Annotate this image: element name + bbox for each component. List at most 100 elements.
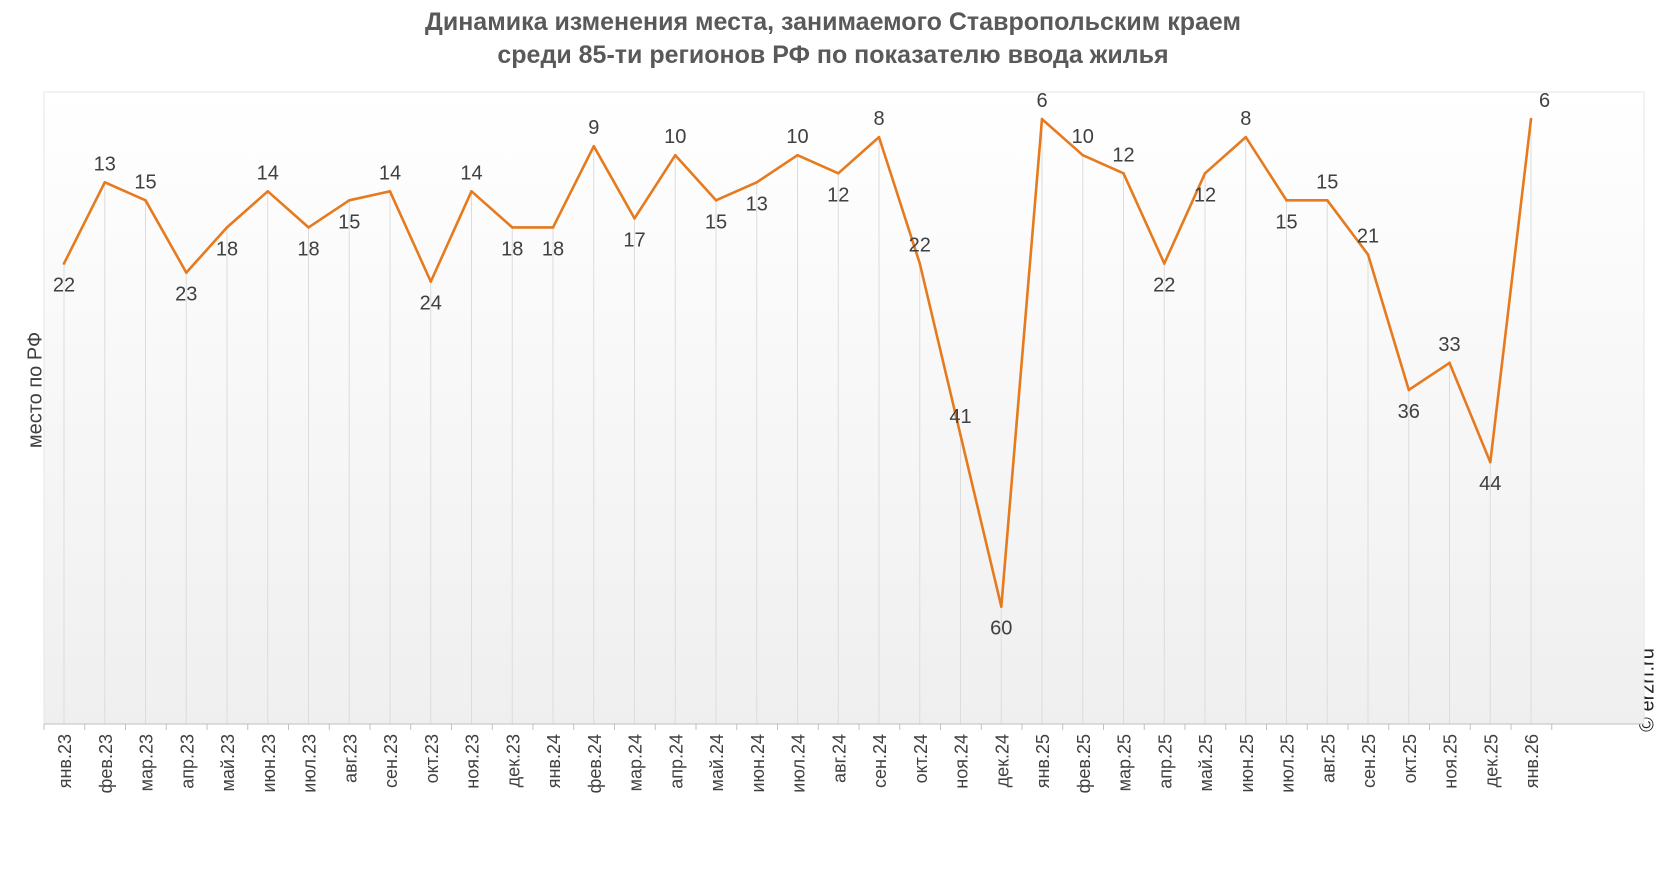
data-point — [1325, 199, 1329, 202]
x-tick-label: ноя.24 — [952, 734, 972, 789]
plot-area — [43, 91, 1645, 725]
data-label: 14 — [257, 162, 279, 184]
data-label: 6 — [1036, 90, 1047, 112]
data-label: 17 — [623, 229, 645, 251]
data-label: 44 — [1479, 473, 1501, 495]
data-label: 10 — [786, 126, 808, 148]
data-point — [62, 262, 66, 265]
data-label: 14 — [460, 162, 482, 184]
data-point — [1081, 153, 1085, 157]
data-label: 15 — [134, 171, 156, 193]
data-label: 36 — [1398, 401, 1420, 423]
data-label: 21 — [1357, 226, 1379, 248]
x-tick-label: июл.24 — [789, 734, 809, 793]
data-point — [429, 280, 433, 283]
x-tick-label: фев.23 — [96, 734, 116, 793]
data-label: 13 — [94, 153, 116, 175]
x-tick-label: апр.25 — [1155, 734, 1175, 789]
data-point — [184, 271, 188, 274]
data-label: 12 — [1194, 184, 1216, 206]
x-tick-label: окт.23 — [422, 734, 442, 783]
data-point — [633, 217, 636, 220]
data-point — [836, 171, 840, 175]
x-tick-label: авг.23 — [340, 734, 360, 783]
x-tick-label: окт.25 — [1400, 734, 1420, 783]
data-label: 15 — [338, 211, 360, 233]
x-tick-label: ноя.25 — [1441, 734, 1461, 789]
data-label: 22 — [1153, 275, 1175, 297]
data-point — [1122, 171, 1125, 175]
x-tick-label: фев.24 — [585, 734, 605, 793]
data-label: 10 — [1072, 126, 1094, 148]
data-label: 15 — [1275, 211, 1297, 233]
data-point — [1366, 253, 1370, 256]
data-point — [1040, 117, 1044, 121]
data-point — [307, 226, 310, 229]
data-point — [1244, 135, 1248, 139]
x-tick-label: июл.23 — [300, 734, 320, 793]
data-point — [388, 190, 392, 193]
data-point — [1488, 460, 1492, 464]
data-label: 12 — [827, 184, 849, 206]
data-label: 33 — [1438, 334, 1460, 356]
data-label: 8 — [1240, 108, 1251, 130]
data-point — [144, 199, 147, 202]
x-tick-label: сен.23 — [381, 734, 401, 788]
data-label: 18 — [542, 238, 564, 260]
chart-title-line-1: Динамика изменения места, занимаемого Ст… — [425, 8, 1241, 36]
x-tick-label: дек.25 — [1481, 734, 1501, 787]
x-tick-label: июл.25 — [1278, 734, 1298, 793]
data-point — [877, 135, 881, 139]
data-label: 24 — [420, 293, 442, 315]
data-point — [755, 180, 759, 184]
x-tick-label: авг.24 — [829, 734, 849, 783]
x-tick-label: июн.25 — [1237, 734, 1257, 793]
x-tick-label: дек.23 — [503, 734, 523, 787]
data-point — [1407, 388, 1411, 392]
data-point — [959, 433, 962, 437]
data-point — [347, 199, 351, 202]
data-label: 6 — [1539, 90, 1550, 112]
x-tick-label: мар.25 — [1115, 734, 1135, 791]
data-label: 14 — [379, 162, 401, 184]
data-label: 22 — [909, 235, 931, 257]
data-label: 13 — [746, 193, 768, 215]
x-tick-label: янв.25 — [1033, 734, 1053, 788]
x-tick-label: окт.24 — [911, 734, 931, 783]
x-tick-label: апр.24 — [666, 734, 686, 789]
data-label: 23 — [175, 284, 197, 306]
x-tick-label: янв.23 — [55, 734, 75, 788]
x-tick-label: мар.24 — [626, 734, 646, 791]
chart-title-line-2: среди 85-ти регионов РФ по показателю вв… — [497, 41, 1169, 69]
data-point — [551, 226, 555, 229]
data-label: 15 — [705, 211, 727, 233]
data-point — [510, 226, 514, 229]
data-point — [103, 180, 107, 184]
data-label: 18 — [297, 238, 319, 260]
data-point — [1448, 361, 1451, 365]
x-tick-label: дек.24 — [992, 734, 1012, 787]
data-label: 9 — [588, 117, 599, 139]
data-point — [470, 190, 473, 193]
data-label: 10 — [664, 126, 686, 148]
x-tick-label: сен.24 — [870, 734, 890, 788]
data-label: 18 — [501, 238, 523, 260]
data-point — [714, 199, 718, 202]
x-tick-label: фев.25 — [1074, 734, 1094, 793]
chart-title: Динамика изменения места, занимаемого Ст… — [0, 6, 1666, 72]
data-label: 12 — [1112, 144, 1134, 166]
data-point — [999, 605, 1003, 608]
x-tick-label: апр.23 — [177, 734, 197, 789]
x-tick-label: сен.25 — [1359, 734, 1379, 788]
x-tick-label: июн.23 — [259, 734, 279, 793]
data-point — [673, 153, 677, 157]
x-tick-label: май.24 — [707, 734, 727, 791]
data-label: 15 — [1316, 171, 1338, 193]
data-point — [796, 153, 799, 157]
x-tick-label: июн.24 — [748, 734, 768, 793]
data-label: 60 — [990, 618, 1012, 640]
data-point — [918, 262, 922, 265]
x-tick-label: авг.25 — [1318, 734, 1338, 783]
x-tick-label: янв.26 — [1522, 734, 1542, 788]
